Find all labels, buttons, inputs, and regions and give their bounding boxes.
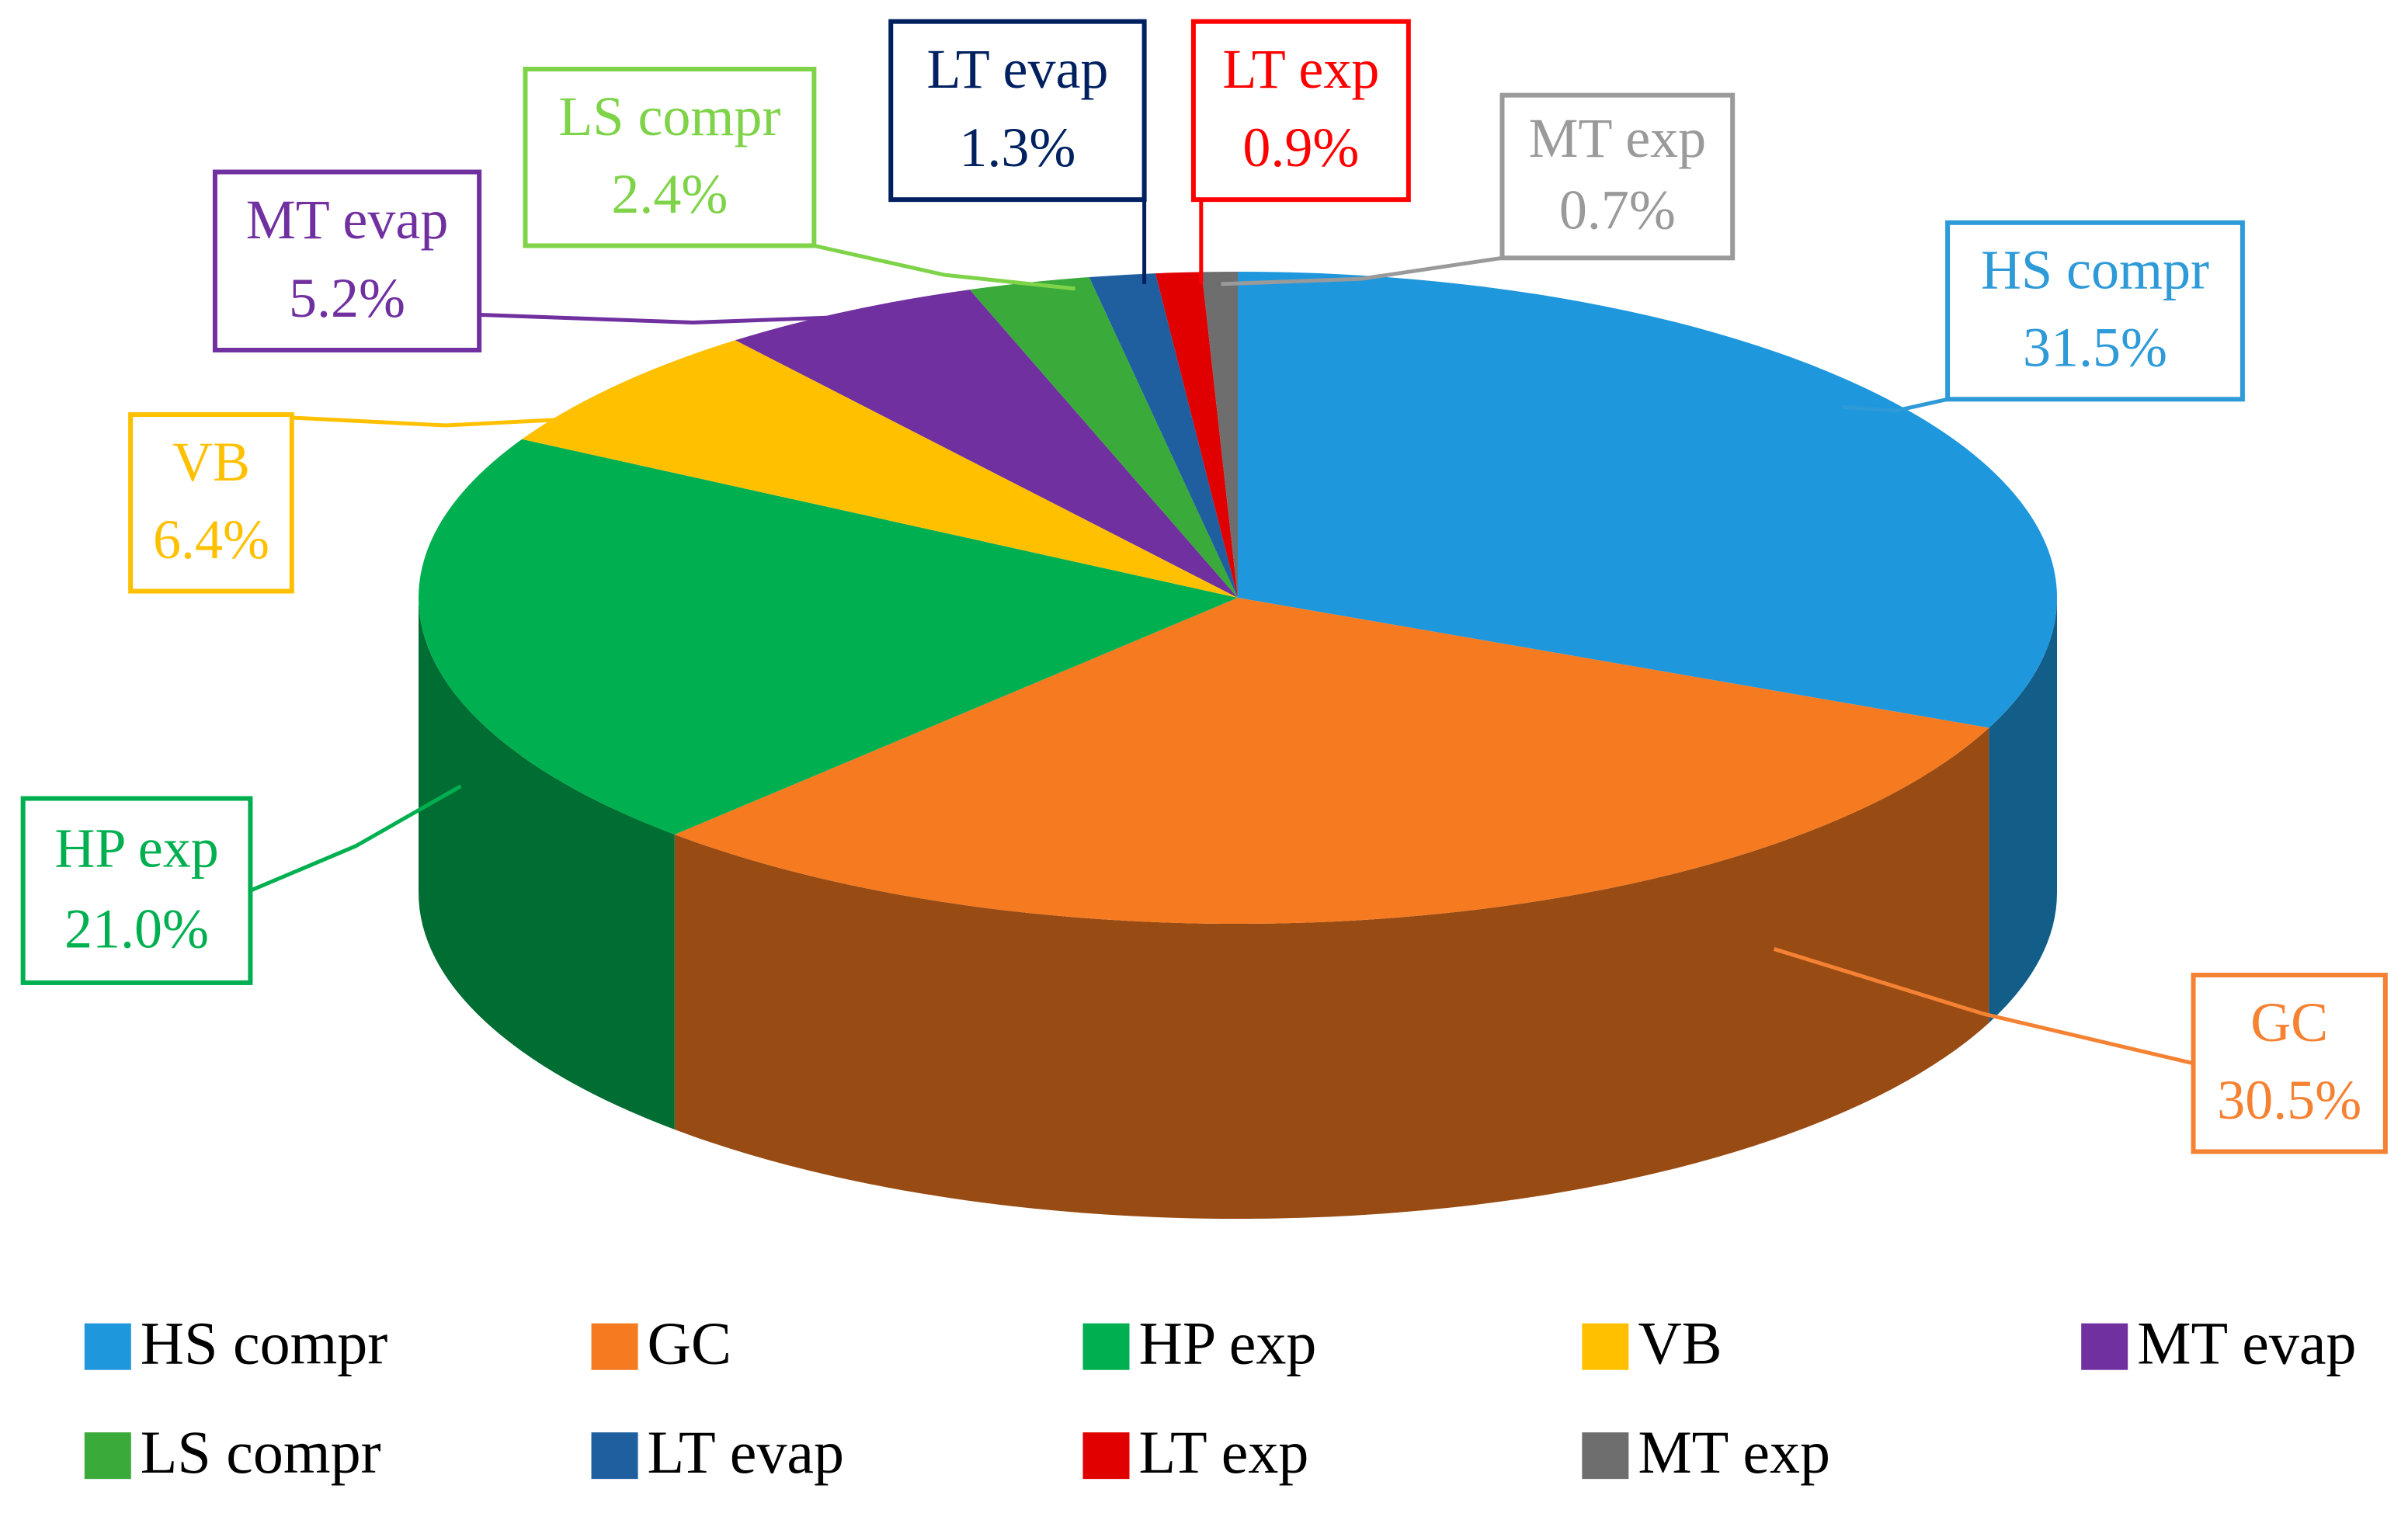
- callout-box: [212, 169, 482, 352]
- leader-line: [291, 415, 599, 428]
- legend-swatch: [1582, 1432, 1629, 1480]
- callout-name: VB: [172, 431, 250, 493]
- legend-swatch: [1082, 1323, 1130, 1370]
- slice: [1089, 273, 1238, 598]
- legend-swatch: [2081, 1323, 2128, 1370]
- callout-box: [1499, 92, 1736, 261]
- leader-line: [813, 244, 1075, 291]
- callout-value: 30.5%: [2217, 1069, 2361, 1131]
- legend-swatch: [591, 1323, 638, 1370]
- slice: [418, 439, 1238, 835]
- callout-name: HP exp: [54, 817, 218, 879]
- leader-line: [1221, 255, 1503, 286]
- callout-value: 0.9%: [1242, 116, 1359, 179]
- legend-label: MT exp: [1638, 1418, 1830, 1486]
- callout-name: MT evap: [246, 189, 449, 251]
- callout-name: MT exp: [1529, 107, 1707, 169]
- callout-box: [2191, 973, 2388, 1154]
- legend-label: HS compr: [141, 1310, 388, 1377]
- legend-swatch: [1082, 1432, 1130, 1480]
- callout-value: 31.5%: [2023, 317, 2167, 379]
- callout-box: [888, 19, 1147, 203]
- legend-label: MT evap: [2137, 1310, 2356, 1377]
- slice-side: [1989, 598, 2057, 1023]
- legend-label: HP exp: [1138, 1310, 1316, 1377]
- legend-label: VB: [1638, 1310, 1722, 1377]
- slice-side: [674, 727, 1989, 1219]
- callout-name: GC: [2250, 991, 2328, 1053]
- callout-box: [20, 796, 253, 985]
- slice: [522, 340, 1238, 598]
- legend-label: LT evap: [648, 1418, 844, 1486]
- slice: [1155, 272, 1238, 598]
- leader-line: [1773, 947, 2194, 1066]
- slice: [969, 276, 1238, 598]
- slice: [674, 598, 1989, 924]
- legend-swatch: [1582, 1323, 1629, 1370]
- legend-label: LT exp: [1138, 1418, 1308, 1486]
- callout-value: 1.3%: [959, 116, 1075, 179]
- callout-value: 21.0%: [64, 898, 209, 960]
- callout-name: HS compr: [1981, 239, 2209, 301]
- callout-box: [1945, 220, 2245, 402]
- legend-swatch: [591, 1432, 638, 1480]
- legend-label: LS compr: [141, 1418, 381, 1486]
- legend-swatch: [84, 1323, 131, 1370]
- slice: [1238, 272, 2057, 728]
- callout-name: LS compr: [558, 85, 780, 147]
- slice: [1201, 272, 1238, 598]
- callout-value: 2.4%: [611, 163, 728, 225]
- leader-line: [1843, 397, 1948, 413]
- leader-line: [249, 784, 462, 893]
- callout-name: LT evap: [926, 38, 1108, 100]
- callout-box: [1190, 19, 1411, 203]
- slice: [735, 290, 1238, 598]
- callout-box: [128, 412, 294, 594]
- callout-name: LT exp: [1222, 38, 1379, 100]
- legend-swatch: [84, 1432, 131, 1480]
- callout-value: 5.2%: [289, 267, 405, 329]
- callout-value: 0.7%: [1559, 179, 1676, 241]
- leader-line: [479, 312, 907, 324]
- callout-value: 6.4%: [153, 508, 269, 571]
- callout-box: [523, 67, 817, 248]
- legend-label: GC: [648, 1310, 731, 1377]
- slice-side: [419, 598, 675, 1130]
